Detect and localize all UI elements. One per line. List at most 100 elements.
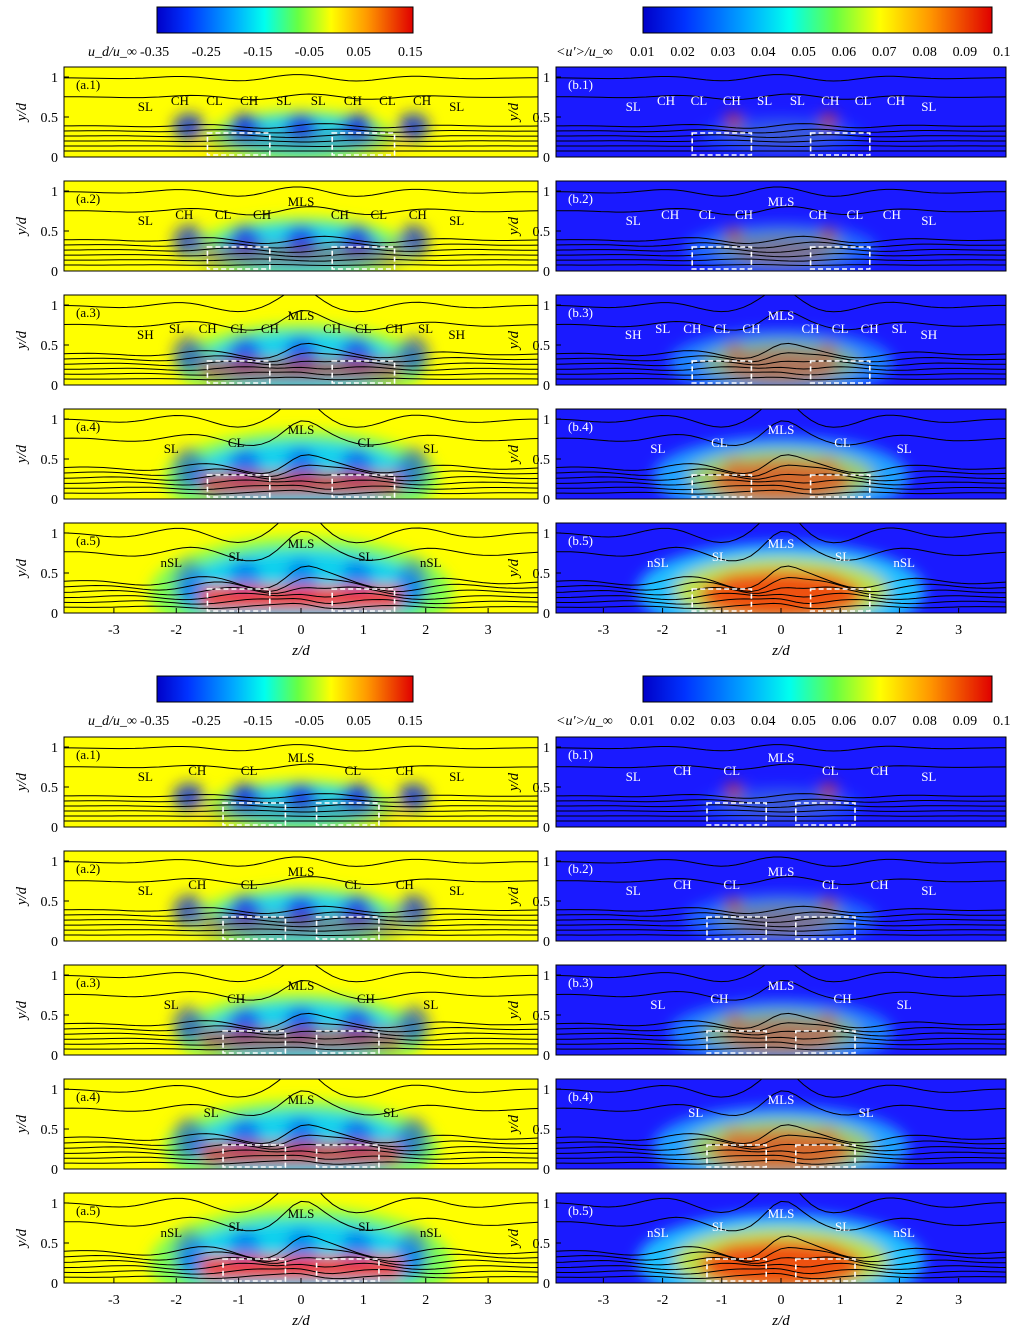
colorbar-tick-label: 0.05 <box>346 714 371 729</box>
structure-label: MLS <box>768 978 795 993</box>
panel-tag: (b.3) <box>568 975 593 990</box>
structure-label: SL <box>276 93 291 108</box>
x-tick-label: -2 <box>170 1293 182 1308</box>
structure-label: SL <box>650 997 665 1012</box>
colorbar-tick-label: 0.09 <box>953 714 978 729</box>
structure-label: SL <box>626 99 641 114</box>
colorbar-tick-label: 0.07 <box>872 45 897 60</box>
contour-panel: (b.2)SL CH CLMLSCL CH SL <box>556 851 1006 945</box>
structure-label: SL <box>921 213 936 228</box>
structure-label: CH <box>396 877 414 892</box>
colorbar-label: <u'>/u_∞ <box>556 714 613 729</box>
structure-label: SL <box>138 769 153 784</box>
contour-panel: (a.4)SL CLMLSCL SL <box>64 399 538 528</box>
y-tick-label: 0 <box>51 1163 58 1178</box>
y-tick-label: 0 <box>543 821 550 836</box>
colorbar-tick-label: -0.05 <box>295 45 324 60</box>
x-tick-label: 0 <box>778 623 785 638</box>
structure-label: SL <box>655 321 670 336</box>
panel-tag: (a.3) <box>76 975 100 990</box>
structure-label: CL <box>832 321 849 336</box>
mean-colorbar: u_d/u_∞ -0.35 -0.25 -0.15 -0.05 0.05 0.15 <box>88 7 423 60</box>
y-axis: 0 0.5 1 y/d <box>14 741 69 836</box>
structure-label: SL <box>164 441 179 456</box>
structure-label: MLS <box>768 308 795 323</box>
y-tick-label: 1 <box>51 1197 58 1212</box>
structure-label: MLS <box>288 536 315 551</box>
structure-label: CH <box>175 207 193 222</box>
structure-label: SL <box>449 99 464 114</box>
colorbar-label: <u'>/u_∞ <box>556 45 613 60</box>
y-tick-label: 0.5 <box>533 1237 551 1252</box>
y-tick-label: 0.5 <box>41 111 59 126</box>
x-tick-label: -1 <box>233 1293 245 1308</box>
structure-label: CH <box>735 207 753 222</box>
x-tick-label: 2 <box>422 623 429 638</box>
contour-panel: (a.3)SL CHMLSCH SL <box>64 959 538 1076</box>
x-axis-label: z/d <box>291 1313 310 1329</box>
structure-label: MLS <box>288 1092 315 1107</box>
contour-panel: (a.1)SL CH CLMLSCL CH SL <box>64 737 538 833</box>
y-tick-label: 0 <box>543 493 550 508</box>
y-tick-label: 1 <box>543 71 550 86</box>
structure-label: CL <box>228 435 245 450</box>
colorbar-tick-label: 0.1 <box>993 45 1011 60</box>
structure-label: MLS <box>768 536 795 551</box>
y-axis-label: y/d <box>14 772 30 793</box>
colorbar-tick-label: -0.35 <box>140 45 169 60</box>
y-tick-label: 0.5 <box>533 111 551 126</box>
structure-label: nSL <box>647 555 669 570</box>
panel-tag: (a.1) <box>76 77 100 92</box>
y-axis: 0 0.5 1 y/d <box>14 299 69 394</box>
y-tick-label: 0 <box>543 1163 550 1178</box>
structure-label: CL <box>714 321 731 336</box>
y-axis: 0 0.5 1 y/d <box>14 71 69 166</box>
y-axis-label: y/d <box>14 558 30 579</box>
y-tick-label: 1 <box>543 1083 550 1098</box>
y-axis: 0 0.5 1 y/d <box>14 527 69 622</box>
structure-label: CL <box>711 435 728 450</box>
structure-label: CH <box>673 763 691 778</box>
structure-label: SL <box>921 769 936 784</box>
colorbar-tick-label: -0.25 <box>192 714 221 729</box>
structure-label: CL <box>855 93 872 108</box>
mean-colorbar: u_d/u_∞ -0.35 -0.25 -0.15 -0.05 0.05 0.15 <box>88 676 423 729</box>
colorbar-tick-label: -0.25 <box>192 45 221 60</box>
structure-label: MLS <box>288 308 315 323</box>
y-tick-label: 1 <box>543 185 550 200</box>
x-tick-label: 0 <box>298 1293 305 1308</box>
contour-panel: (a.1)SL CH CL CH SL SL CH CL CH SL <box>64 67 538 163</box>
y-axis-label: y/d <box>506 216 522 237</box>
structure-label: CL <box>371 207 388 222</box>
colorbar-tick-label: 0.06 <box>832 714 857 729</box>
structure-label: SL <box>383 1105 398 1120</box>
y-axis-label: y/d <box>506 1228 522 1249</box>
colorbar-tick-label: 0.05 <box>791 45 816 60</box>
y-tick-label: 0 <box>51 607 58 622</box>
structure-label: CH <box>331 207 349 222</box>
y-axis-label: y/d <box>506 772 522 793</box>
structure-label: SL <box>688 1105 703 1120</box>
x-tick-label: 0 <box>298 623 305 638</box>
structure-label: SL <box>712 1219 727 1234</box>
colorbar-tick-label: -0.05 <box>295 714 324 729</box>
y-axis-label: y/d <box>506 886 522 907</box>
y-tick-label: 1 <box>51 71 58 86</box>
x-tick-label: -1 <box>716 1293 728 1308</box>
x-axis: -3 -2 -1 0 1 2 3z/d <box>108 608 492 659</box>
x-axis-label: z/d <box>291 643 310 659</box>
structure-label: CL <box>834 435 851 450</box>
panel-tag: (a.5) <box>76 533 100 548</box>
contour-panel: (b.3)SH SL CH CL CHMLSCH CL CH SL SH <box>556 289 1006 396</box>
y-axis-label: y/d <box>14 330 30 351</box>
structure-label: nSL <box>160 555 182 570</box>
x-tick-label: 1 <box>360 1293 367 1308</box>
panel-tag: (a.2) <box>76 861 100 876</box>
structure-label: CH <box>240 93 258 108</box>
y-tick-label: 0.5 <box>533 781 551 796</box>
rms-colorbar: <u'>/u_∞ 0.01 0.02 0.03 0.04 0.05 0.06 0.07 0.08… <box>556 7 1011 60</box>
structure-label: SL <box>897 441 912 456</box>
structure-label: SL <box>204 1105 219 1120</box>
y-tick-label: 1 <box>51 299 58 314</box>
colorbar-tick-label: 0.01 <box>630 714 655 729</box>
